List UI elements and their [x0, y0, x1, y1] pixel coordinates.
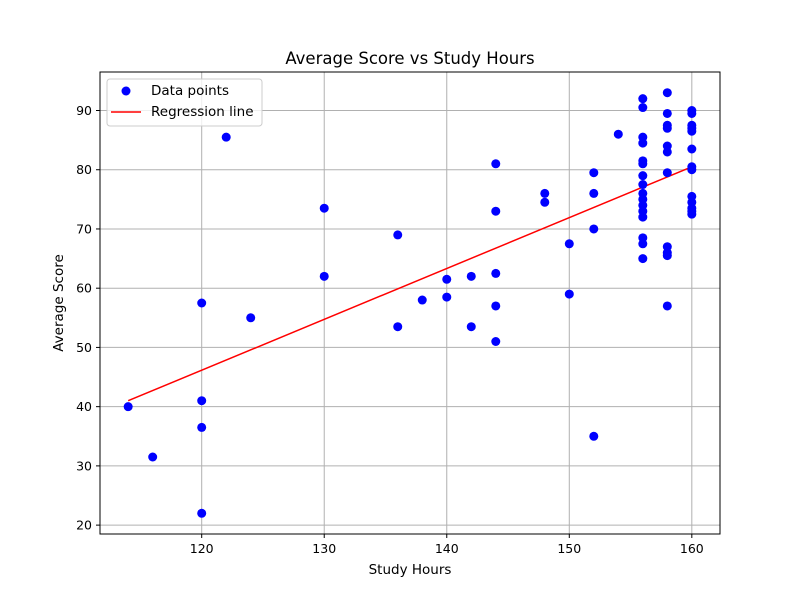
data-point	[564, 289, 574, 299]
data-point	[123, 402, 133, 412]
data-point	[662, 301, 672, 311]
data-point	[319, 203, 329, 213]
data-point	[319, 271, 329, 281]
x-axis-label: Study Hours	[369, 562, 452, 578]
data-point	[589, 224, 599, 234]
data-point	[148, 452, 158, 462]
data-point	[491, 301, 501, 311]
regression-line	[127, 166, 693, 402]
data-point	[638, 171, 648, 181]
data-point	[197, 422, 207, 432]
legend-label-data-points: Data points	[151, 83, 229, 99]
y-tick-label: 30	[76, 458, 92, 473]
data-point	[638, 159, 648, 169]
data-point	[613, 129, 623, 139]
grid-lines	[100, 72, 720, 534]
y-tick-label: 40	[76, 399, 92, 414]
data-point	[687, 165, 697, 175]
data-point	[197, 298, 207, 308]
data-point	[197, 508, 207, 518]
y-tick-label: 50	[76, 340, 92, 355]
data-point	[687, 209, 697, 219]
data-point	[564, 239, 574, 249]
y-tick-label: 90	[76, 103, 92, 118]
x-tick-label: 150	[557, 541, 581, 556]
data-point	[197, 396, 207, 406]
data-point	[662, 108, 672, 118]
data-point	[662, 147, 672, 157]
data-point	[589, 431, 599, 441]
data-point	[638, 212, 648, 222]
x-tick-label: 120	[190, 541, 214, 556]
chart-title: Average Score vs Study Hours	[285, 49, 534, 68]
data-point	[246, 313, 256, 323]
data-point	[417, 295, 427, 305]
data-point	[687, 144, 697, 154]
data-point	[491, 268, 501, 278]
data-point	[638, 138, 648, 148]
data-point	[638, 103, 648, 113]
y-tick-label: 60	[76, 281, 92, 296]
data-point	[662, 123, 672, 133]
data-point	[540, 197, 550, 207]
data-point	[662, 251, 672, 261]
data-point	[638, 239, 648, 249]
data-point	[491, 206, 501, 216]
data-point	[221, 132, 231, 142]
x-tick-label: 130	[312, 541, 336, 556]
x-tick-label: 160	[680, 541, 704, 556]
data-points	[123, 88, 697, 518]
legend: Data points Regression line	[106, 78, 263, 127]
data-point	[638, 94, 648, 104]
regression-layer	[127, 166, 693, 402]
axis-ticks: 120 130 140 150 160 20 30 40 50 60 70 80 90	[76, 103, 704, 556]
legend-marker-data-points	[121, 86, 131, 96]
y-axis-label: Average Score	[51, 254, 67, 352]
data-point	[662, 168, 672, 178]
data-point	[393, 230, 403, 240]
plot-area-frame	[99, 71, 721, 535]
data-point	[589, 188, 599, 198]
data-point	[466, 322, 476, 332]
data-point	[589, 168, 599, 178]
y-tick-label: 70	[76, 221, 92, 236]
data-point	[442, 274, 452, 284]
y-tick-label: 20	[76, 518, 92, 533]
data-point	[540, 188, 550, 198]
data-point	[662, 88, 672, 98]
data-point	[687, 108, 697, 118]
y-tick-label: 80	[76, 162, 92, 177]
legend-box	[106, 78, 263, 127]
x-tick-label: 140	[435, 541, 459, 556]
data-point	[491, 337, 501, 346]
data-point	[638, 180, 648, 190]
data-point	[687, 126, 697, 136]
data-point	[638, 254, 648, 264]
data-point	[442, 292, 452, 302]
data-point	[393, 322, 403, 332]
data-point	[466, 271, 476, 281]
data-point	[491, 159, 501, 169]
legend-label-regression-line: Regression line	[151, 104, 254, 120]
